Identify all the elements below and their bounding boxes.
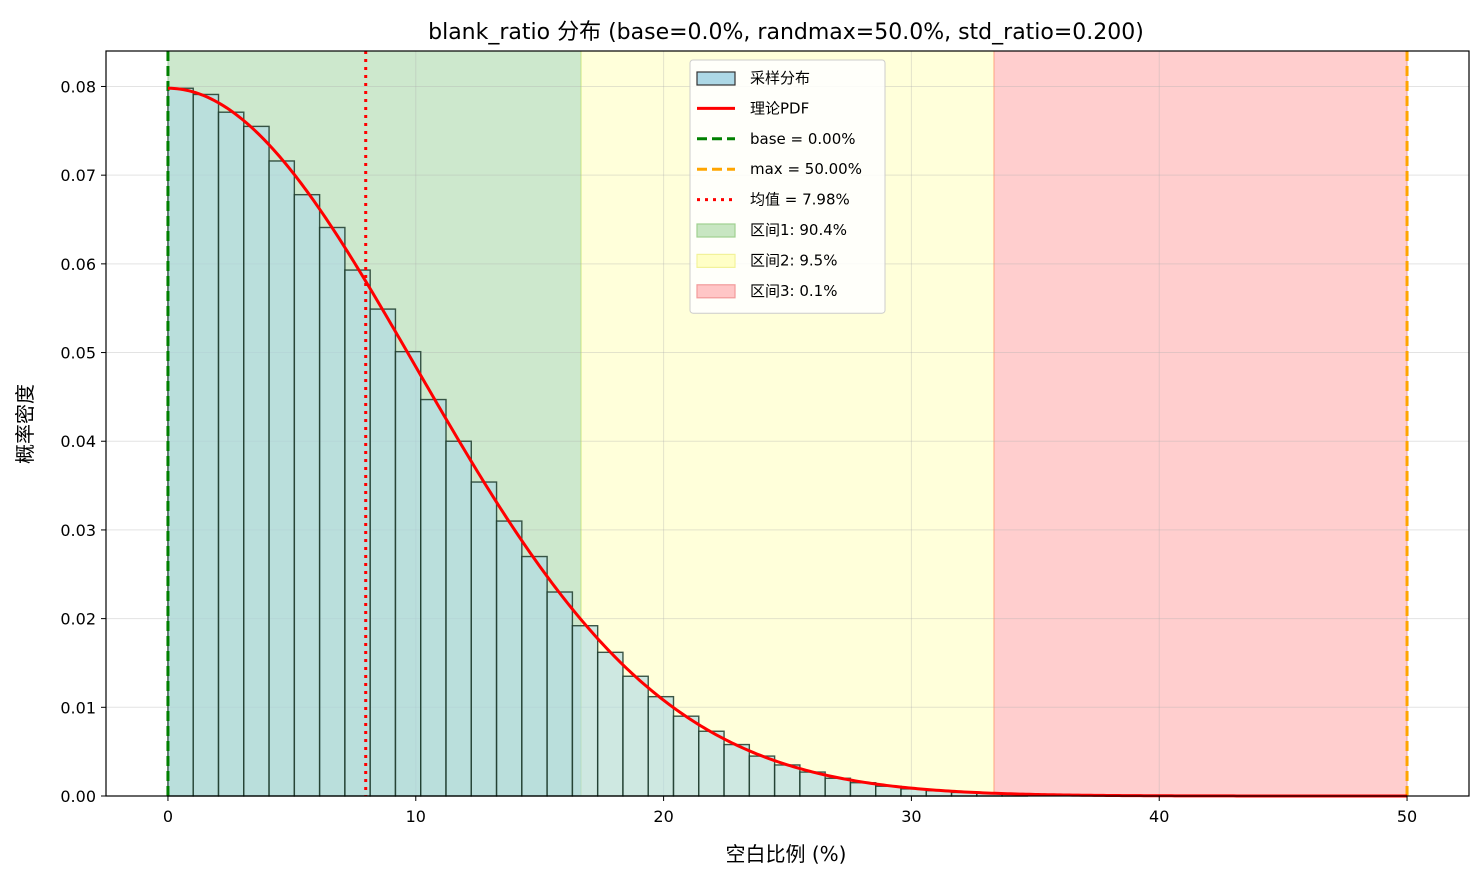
histogram-bar [445,440,472,797]
plot-frame [105,50,1470,797]
histogram-bar [596,651,624,797]
histogram-bar [268,160,296,797]
tick-marks: 0 10 20 30 40 50 0.00 0.01 0.02 0.03 0.04 0.05 0.06 0… [60,77,1417,826]
histogram-bar [622,675,649,797]
histogram-bar [470,481,498,797]
x-tick-label: 20 [653,807,673,826]
x-tick-label: 40 [1149,807,1169,826]
histogram-bar [167,87,194,797]
legend-box [689,59,886,314]
histogram-bar [647,695,675,797]
y-tick-label: 0.08 [60,77,96,96]
histogram-bars [167,87,1029,797]
y-tick-label: 0.03 [60,521,96,540]
histogram-bar [293,193,321,797]
legend-label: max = 50.00% [750,160,862,178]
y-tick-label: 0.05 [60,344,96,363]
legend-swatch [696,284,736,299]
legend-swatch [696,223,736,238]
y-tick-label: 0.02 [60,610,96,629]
x-tick-label: 0 [163,807,173,826]
histogram-bar [217,111,245,797]
histogram-bar [698,730,725,797]
legend-label: 理论PDF [750,99,809,117]
chart-title: blank_ratio 分布 (base=0.0%, randmax=50.0%… [428,20,1144,45]
region-3 [993,50,1408,797]
histogram-bar [546,591,574,797]
x-tick-label: 30 [901,807,921,826]
y-tick-label: 0.01 [60,698,96,717]
x-tick-label: 50 [1397,807,1417,826]
histogram-bar [192,93,220,797]
histogram-bar [824,777,852,797]
histogram-bar [369,308,397,797]
legend-label: 区间1: 90.4% [750,221,847,239]
histogram-bar [723,743,751,797]
histogram-bar [243,125,270,797]
y-axis-title: 概率密度 [13,384,37,464]
axes [105,50,1470,797]
histogram-bar [571,625,599,797]
y-tick-label: 0.06 [60,255,96,274]
histogram-bar [773,764,801,797]
legend-label: 采样分布 [750,69,810,87]
legend-label: 区间3: 0.1% [750,282,837,300]
histogram-bar [394,350,422,797]
x-axis-title: 空白比例 (%) [726,842,847,866]
histogram-bar [672,715,700,797]
y-tick-label: 0.07 [60,166,96,185]
histogram-bar [420,398,447,797]
legend-label: base = 0.00% [750,130,856,148]
histogram-bar [495,520,523,797]
y-tick-label: 0.00 [60,787,96,806]
reference-lines [166,51,1409,796]
legend-swatch [696,253,736,268]
legend-label: 均值 = 7.98% [750,191,850,209]
y-tick-label: 0.04 [60,432,96,451]
histogram-bar [748,755,776,797]
legend-label: 区间2: 9.5% [750,251,837,269]
legend-swatch [696,71,736,86]
histogram-bar [521,555,548,797]
histogram-bar [318,226,346,797]
x-tick-label: 10 [406,807,426,826]
